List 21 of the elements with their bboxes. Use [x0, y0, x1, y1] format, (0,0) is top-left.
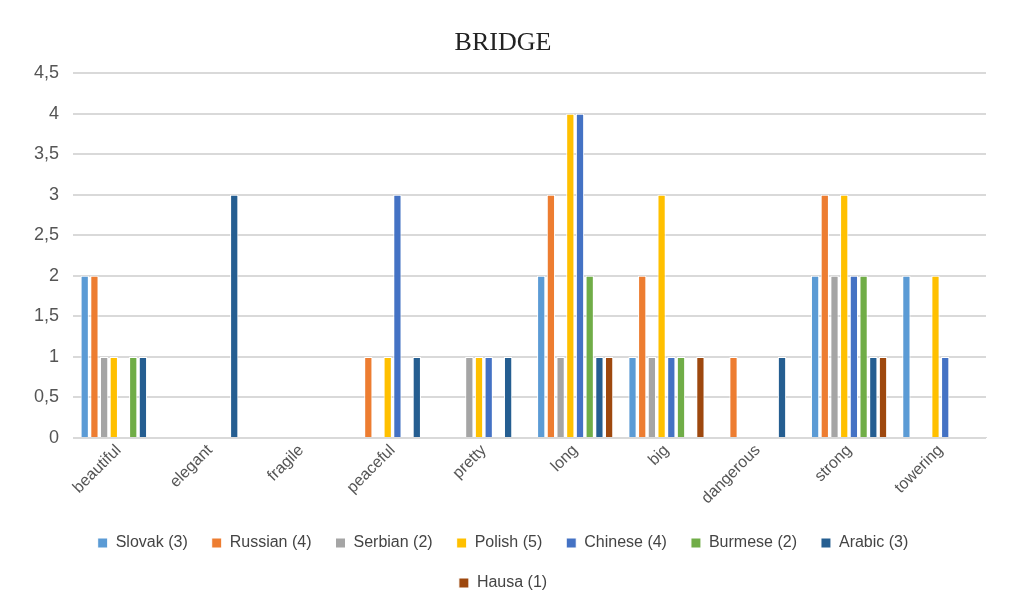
legend-label: Burmese (2): [708, 533, 797, 551]
legend-label: Serbian (2): [353, 533, 433, 551]
y-tick-label: 4: [49, 102, 60, 123]
legend-label: Polish (5): [474, 533, 543, 551]
y-tick-label: 2: [49, 264, 60, 285]
y-tick-label: 4,5: [33, 62, 60, 83]
chart-title: BRIDGE: [454, 27, 552, 57]
y-tick-label: 0,5: [33, 386, 60, 407]
y-tick-label: 1,5: [33, 305, 60, 326]
legend-label: Hausa (1): [476, 573, 548, 591]
legend-label: Arabic (3): [838, 533, 909, 551]
legend-label: Chinese (4): [584, 533, 667, 551]
y-tick-label: 0: [49, 426, 60, 447]
legend-label: Slovak (3): [115, 533, 188, 551]
y-tick-label: 3,5: [33, 143, 60, 164]
y-tick-label: 2,5: [33, 224, 60, 245]
x-tick-label: long: [546, 440, 581, 475]
x-tick-label: big: [644, 440, 672, 469]
y-tick-label: 3: [49, 183, 60, 204]
y-tick-label: 1: [49, 345, 60, 366]
legend-label: Russian (4): [229, 533, 312, 551]
